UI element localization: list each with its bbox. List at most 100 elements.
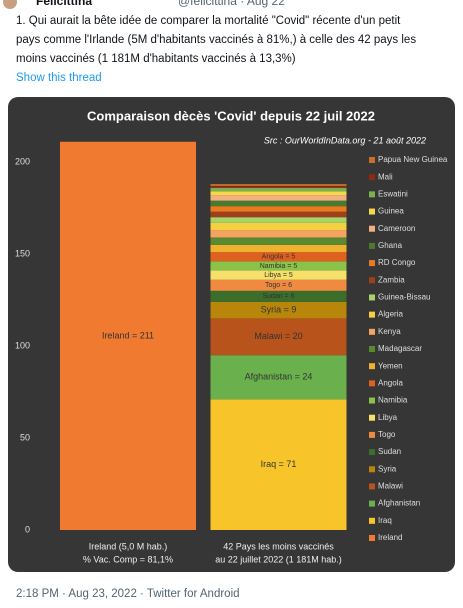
legend-swatch (369, 208, 375, 215)
legend-swatch (369, 363, 375, 370)
data-label: Malawi = 20 (254, 331, 302, 341)
y-tick-label: 150 (15, 248, 30, 258)
bar-segment (210, 261, 347, 271)
bar-segment (210, 399, 347, 530)
legend-label: Cameroon (378, 224, 415, 233)
y-tick-label: 0 (25, 524, 30, 534)
legend-swatch (369, 500, 375, 507)
legend-swatch (369, 311, 375, 318)
bar-segment (210, 252, 347, 262)
chart-title: Comparaison dècès 'Covid' depuis 22 juil… (87, 108, 375, 123)
data-label: Libya = 5 (264, 272, 293, 279)
legend-swatch (369, 242, 375, 249)
legend-swatch (369, 535, 375, 541)
thread-link[interactable]: Show this thread (16, 72, 102, 84)
author-name: Felicittina (36, 0, 92, 8)
legend-label: Guinea-Bissau (378, 293, 430, 302)
tweet-line: pays comme l'Irlande (5M d'habitants vac… (16, 34, 416, 46)
legend-swatch (369, 414, 375, 421)
tweet-line: 1. Qui aurait la bête idée de comparer l… (16, 15, 401, 27)
legend-swatch (369, 346, 375, 352)
bar-segment (210, 185, 347, 188)
timestamp: 2:18 PM · Aug 23, 2022 · Twitter for And… (16, 588, 240, 600)
bar-segment (210, 279, 347, 291)
legend-label: RD Congo (378, 258, 416, 267)
legend-label: Papua New Guinea (378, 155, 448, 164)
legend-label: Mali (378, 172, 393, 181)
legend-label: Syria (378, 464, 397, 473)
data-label: Afghanistan = 24 (245, 372, 313, 382)
legend-label: Kenya (378, 327, 401, 336)
legend-swatch (369, 449, 375, 456)
legend-label: Afghanistan (378, 499, 420, 508)
legend-swatch (369, 380, 375, 387)
legend-label: Togo (378, 430, 396, 439)
legend-label: Malawi (378, 482, 403, 491)
x-tick-label: Ireland (5,0 M hab.) (89, 541, 168, 551)
data-label: Angola = 5 (262, 254, 296, 261)
bar-segment (210, 195, 347, 201)
bar-segment (210, 237, 347, 245)
legend-swatch (369, 225, 375, 232)
legend-label: Sudan (378, 447, 401, 456)
x-tick-label: 42 Pays les moins vaccinés (223, 541, 334, 551)
legend-label: Madagascar (378, 344, 422, 353)
y-tick-label: 50 (20, 432, 30, 442)
data-label: Namibia = 5 (260, 263, 298, 270)
bar-segment (210, 230, 347, 238)
data-label: Iraq = 71 (261, 459, 297, 469)
bar-segment (210, 217, 347, 223)
legend-swatch (369, 157, 375, 163)
legend-label: Angola (378, 378, 403, 387)
author-handle: @felicittina · Aug 22 (178, 0, 285, 8)
legend-label: Eswatini (378, 189, 408, 198)
x-tick-label: au 22 juillet 2022 (1 181M hab.) (215, 554, 342, 564)
bar-segment (210, 184, 347, 186)
legend-label: Algeria (378, 310, 403, 319)
legend-label: Namibia (378, 396, 408, 405)
bar-segment (210, 211, 347, 218)
legend-swatch (369, 517, 375, 524)
legend-swatch (369, 328, 375, 335)
bar-segment (210, 355, 347, 400)
bar-segment (210, 222, 347, 231)
bar-segment (210, 270, 347, 280)
bar-segment (210, 200, 347, 207)
bar-segment (210, 244, 347, 253)
legend-label: Zambia (378, 275, 405, 284)
avatar (3, 0, 17, 9)
bar-segment (60, 141, 196, 530)
data-label: Togo = 6 (265, 282, 292, 289)
tweet-line: moins vaccinés (1 181M d'habitants vacci… (16, 53, 296, 65)
legend-swatch (369, 483, 375, 490)
legend-swatch (369, 174, 375, 181)
legend-swatch (369, 431, 375, 438)
y-tick-label: 200 (15, 156, 30, 166)
legend-label: Libya (378, 413, 398, 422)
bar-segment (210, 318, 347, 356)
data-label: Sudan = 6 (262, 293, 294, 300)
legend-swatch (369, 260, 375, 267)
bar-segment (210, 290, 347, 302)
legend-label: Iraq (378, 516, 392, 525)
data-label: Ireland = 211 (102, 330, 154, 340)
legend-label: Guinea (378, 207, 404, 216)
legend-swatch (369, 191, 375, 198)
x-tick-label: % Vac. Comp = 81,1% (83, 554, 173, 564)
legend-swatch (369, 277, 375, 284)
bar-segment (210, 187, 347, 192)
legend-label: Ireland (378, 533, 402, 542)
chart-subtitle: Src : OurWorldInData.org - 21 août 2022 (264, 135, 426, 145)
bar-segment (210, 206, 347, 212)
legend-label: Yemen (378, 361, 403, 370)
legend-label: Ghana (378, 241, 403, 250)
legend-swatch (369, 397, 375, 404)
data-label: Syria = 9 (261, 304, 297, 314)
bar-segment (210, 301, 347, 319)
bar-segment (210, 191, 347, 196)
y-tick-label: 100 (15, 340, 30, 350)
legend-swatch (369, 294, 375, 301)
legend-swatch (369, 466, 375, 473)
